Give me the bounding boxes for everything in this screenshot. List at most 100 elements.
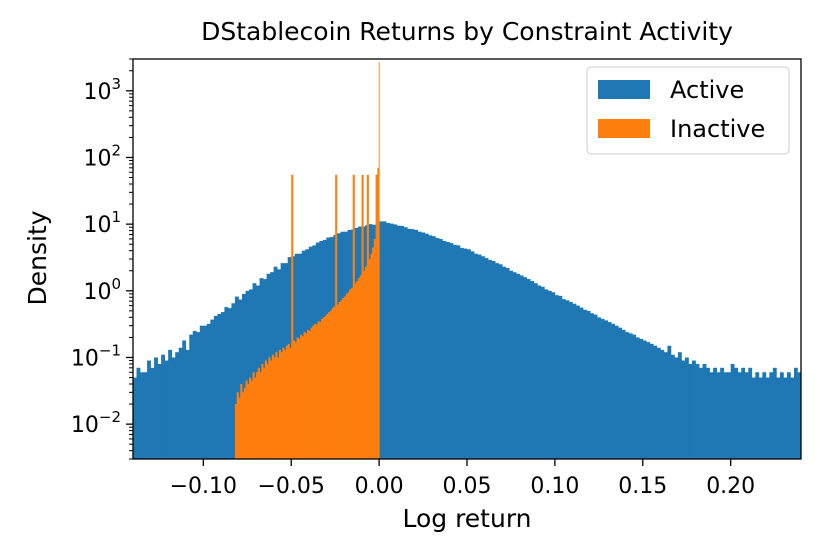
bar-active-131 [593,314,598,459]
bar-active-94 [463,248,468,459]
bar-active-120 [554,295,559,459]
bar-active-97 [474,253,478,459]
y-tick-label-2: 100 [83,275,121,305]
bar-active-16 [189,334,194,459]
bar-active-136 [611,323,616,459]
bar-inactive-2 [238,397,241,459]
bar-inactive-58 [336,304,340,459]
bar-active-176 [751,377,756,459]
bar-active-123 [565,300,570,459]
bar-active-154 [674,357,679,459]
bar-active-10 [168,349,173,459]
bar-inactive-44 [312,325,315,459]
bar-active-144 [639,338,644,459]
bar-active-160 [695,363,700,459]
bar-active-128 [583,309,587,459]
bar-active-158 [688,363,693,459]
bar-inactive-16 [263,367,266,459]
bar-inactive-20 [270,360,273,459]
bar-active-102 [491,261,496,459]
bar-active-156 [681,360,686,459]
y-axis-label: Density [23,210,52,305]
bar-active-137 [614,325,619,459]
bar-active-70 [379,221,383,459]
bar-active-114 [533,283,538,459]
bar-active-4 [147,360,151,459]
bar-active-140 [625,332,630,459]
x-tick-label-0: −0.10 [170,474,237,499]
bar-active-27 [227,308,232,459]
bar-inactive-6 [245,380,248,459]
bar-inactive-27 [282,347,285,459]
bar-inactive-12 [256,372,259,459]
bar-active-2 [140,372,144,459]
bar-active-3 [143,372,148,459]
bar-active-185 [783,377,788,459]
bar-active-24 [217,313,222,459]
bar-active-175 [748,367,753,459]
bar-active-182 [772,367,777,459]
bar-active-180 [765,377,770,459]
bar-inactive-43 [310,327,313,459]
bar-active-143 [635,337,640,459]
bar-active-18 [196,332,201,459]
bar-active-170 [730,363,735,459]
bar-active-183 [776,377,781,459]
bar-active-113 [530,281,535,459]
bar-active-107 [509,270,514,459]
bar-active-150 [660,349,665,459]
bar-active-83 [424,233,429,459]
bar-inactive-54 [329,310,332,459]
bar-active-162 [702,363,707,459]
bar-active-117 [544,289,549,459]
bar-active-74 [393,224,398,459]
bar-active-186 [786,372,791,459]
x-axis-label: Log return [402,504,531,533]
bar-active-152 [667,345,672,459]
bar-active-142 [632,334,637,459]
bar-active-33 [249,289,253,459]
bar-active-76 [400,225,405,459]
y-tick-label-0: 10−2 [71,408,121,438]
bar-inactive-32 [291,174,294,459]
bar-active-127 [579,307,584,459]
bar-active-133 [600,318,605,459]
bar-active-130 [590,313,594,459]
bar-active-179 [762,372,767,459]
bar-inactive-81 [377,167,380,459]
bar-active-145 [642,340,647,459]
bar-inactive-78 [372,247,375,459]
bar-inactive-22 [273,357,276,459]
bar-active-155 [677,352,682,459]
bar-active-8 [161,354,165,459]
bar-active-21 [206,323,211,459]
bar-active-80 [414,229,419,459]
bar-inactive-47 [317,321,320,459]
bar-active-147 [649,343,654,459]
bar-inactive-59 [338,301,341,459]
bar-active-110 [519,275,524,459]
bar-active-9 [164,360,169,459]
bar-active-85 [431,236,436,459]
bar-inactive-68 [354,283,357,459]
bar-active-20 [203,325,208,459]
bar-inactive-18 [266,363,269,459]
bar-active-153 [670,354,675,459]
legend: Active Inactive [586,66,790,155]
bar-inactive-8 [249,377,252,459]
bar-active-11 [171,357,176,459]
bar-active-22 [210,319,215,459]
bar-inactive-69 [356,281,359,459]
bar-active-23 [213,315,218,459]
bar-active-184 [779,372,784,459]
bar-active-189 [797,372,801,459]
bar-inactive-9 [250,380,253,459]
x-axis: −0.10 −0.05 0.00 0.05 0.10 0.15 0.20 [170,459,755,499]
chart-title: DStablecoin Returns by Constraint Activi… [201,17,733,46]
bar-inactive-76 [368,259,371,459]
bar-active-34 [252,283,257,459]
bar-active-104 [498,264,503,459]
bar-inactive-40 [305,333,308,459]
bar-inactive-41 [307,329,310,459]
